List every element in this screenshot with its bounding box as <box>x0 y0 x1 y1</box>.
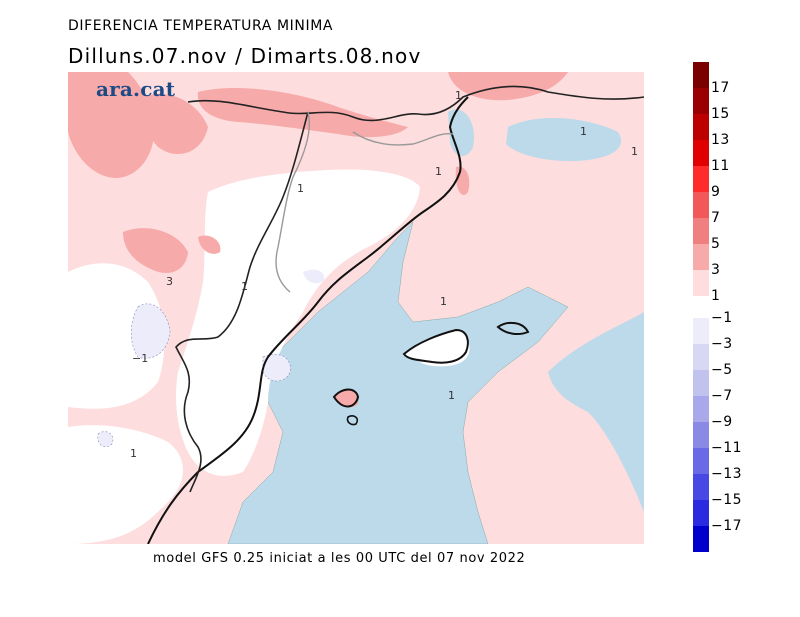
legend-swatch-cold <box>693 318 709 344</box>
legend-label: 7 <box>711 210 721 226</box>
warm-patch-north <box>142 93 208 155</box>
legend-swatch-cold <box>693 422 709 448</box>
legend-label: −5 <box>711 362 733 378</box>
legend-label: 15 <box>711 106 730 122</box>
contour-label: 1 <box>631 145 638 158</box>
brand-logo: ara.cat <box>96 77 176 101</box>
cold-patch-west <box>130 303 171 359</box>
border-andorra <box>275 111 310 293</box>
legend-label: 13 <box>711 132 730 148</box>
legend-label: 3 <box>711 262 721 278</box>
warm-patch-pyrenees <box>197 87 408 138</box>
island-ibiza <box>332 388 360 408</box>
contour-label: −1 <box>132 352 148 365</box>
legend-swatch-cold <box>693 396 709 422</box>
legend-swatch-warm <box>693 88 709 114</box>
legend-label: −1 <box>711 310 733 326</box>
border-france <box>187 85 644 122</box>
legend-label: −15 <box>711 492 743 508</box>
legend-swatch-cold <box>693 344 709 370</box>
cold-patch-delta <box>262 353 291 382</box>
contour-label: 1 <box>448 389 455 402</box>
contour-label: 1 <box>455 89 462 102</box>
contour-label: 1 <box>297 182 304 195</box>
legend-label: −17 <box>711 518 743 534</box>
legend-swatch-cold <box>693 448 709 474</box>
legend-swatch-cold <box>693 500 709 526</box>
map-canvas: 1 1 1 1 1 3 1 −1 1 1 1 <box>68 72 644 544</box>
cool-patch-east <box>506 117 622 162</box>
date-range: Dilluns.07.nov / Dimarts.08.nov <box>68 44 422 68</box>
legend-label: −7 <box>711 388 733 404</box>
temperature-map: 1 1 1 1 1 3 1 −1 1 1 1 <box>68 72 644 544</box>
border-catalonia-east <box>352 131 454 146</box>
legend-swatch-cold <box>693 474 709 500</box>
warm-patch-center <box>123 228 188 273</box>
legend-swatch-warm <box>693 140 709 166</box>
legend-label: 1 <box>711 288 721 304</box>
legend-label: −13 <box>711 466 743 482</box>
border-aragon <box>175 111 309 493</box>
island-menorca <box>496 321 530 336</box>
cold-patch-barcelona <box>303 269 325 284</box>
warm-patch-northwest <box>68 72 155 178</box>
neutral-zone-west <box>68 263 165 409</box>
island-formentera <box>346 415 359 426</box>
neutral-zone-inland <box>176 169 420 476</box>
contour-label: 1 <box>580 125 587 138</box>
legend-swatch-cold <box>693 370 709 396</box>
neutral-zone-southwest <box>68 425 183 544</box>
legend-swatch-cold <box>693 526 709 552</box>
island-mallorca <box>402 328 469 364</box>
legend-label: −9 <box>711 414 733 430</box>
warm-patch-small <box>198 235 221 254</box>
legend-label: 17 <box>711 80 730 96</box>
cool-patch-south <box>548 312 644 512</box>
contour-label: 1 <box>435 165 442 178</box>
legend-label: 9 <box>711 184 721 200</box>
contour-label: 1 <box>130 447 137 460</box>
legend-swatch-warm <box>693 166 709 192</box>
map-title: DIFERENCIA TEMPERATURA MINIMA <box>68 18 334 34</box>
legend-swatch-warm <box>693 270 709 296</box>
coastline <box>147 96 469 544</box>
model-caption: model GFS 0.25 iniciat a les 00 UTC del … <box>153 551 526 566</box>
legend-label: 11 <box>711 158 730 174</box>
contour-label: 3 <box>166 275 173 288</box>
legend-swatch-warm <box>693 244 709 270</box>
legend-label: 5 <box>711 236 721 252</box>
contour-label: 1 <box>241 280 248 293</box>
cold-patch-south <box>97 431 114 447</box>
legend-swatch-warm <box>693 192 709 218</box>
contour-label: 1 <box>440 295 447 308</box>
legend-swatch-warm <box>693 218 709 244</box>
legend-label: −11 <box>711 440 743 456</box>
legend-swatch-warm <box>693 114 709 140</box>
legend-label: −3 <box>711 336 733 352</box>
legend-swatch-warm <box>693 62 709 88</box>
